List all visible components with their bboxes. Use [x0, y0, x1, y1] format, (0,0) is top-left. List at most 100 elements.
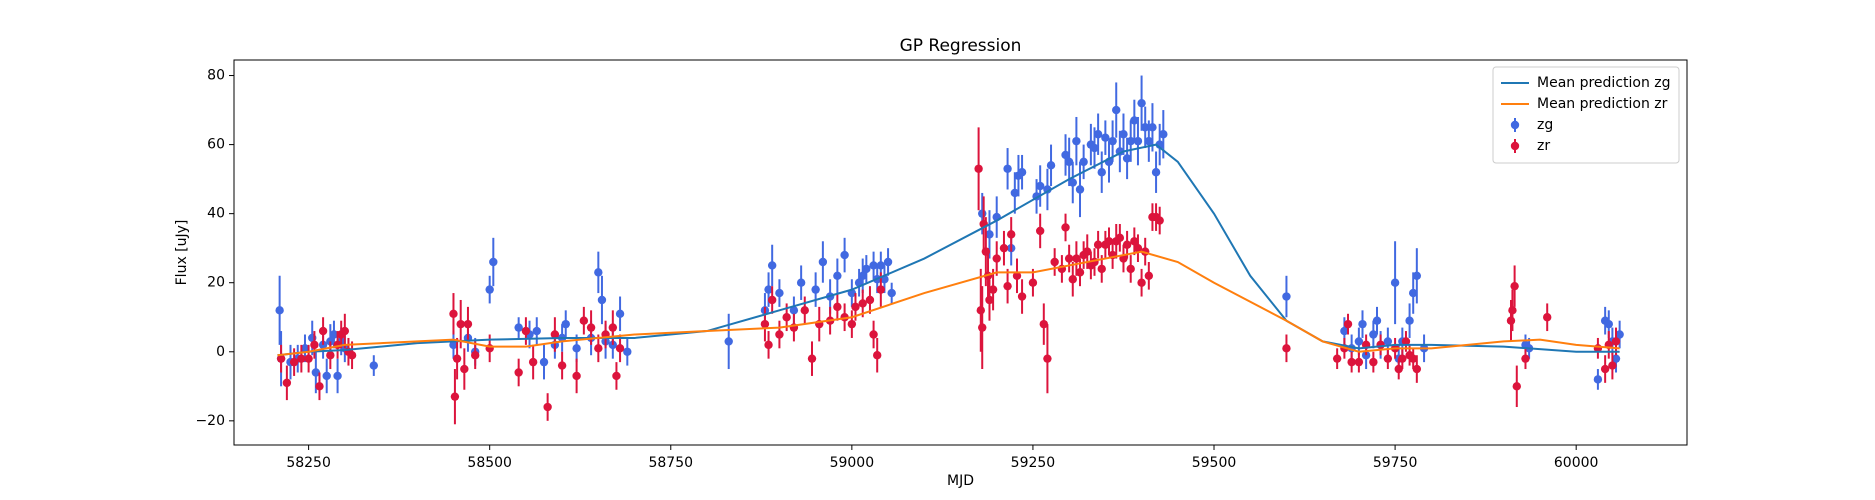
data-point — [978, 323, 987, 332]
data-point — [528, 357, 538, 367]
data-point — [1119, 130, 1128, 139]
x-tick-label: 60000 — [1554, 455, 1599, 471]
data-point — [1510, 281, 1519, 291]
data-point — [782, 313, 791, 322]
data-point — [1332, 354, 1342, 363]
data-point — [450, 392, 460, 401]
data-point — [1600, 364, 1610, 374]
data-point — [992, 254, 1001, 263]
data-point — [764, 340, 773, 350]
data-point — [1282, 292, 1291, 301]
data-point — [985, 295, 994, 305]
data-point — [978, 209, 987, 218]
data-point — [1141, 123, 1150, 132]
data-point — [1101, 133, 1110, 142]
data-point — [615, 344, 625, 353]
data-point — [1133, 136, 1143, 146]
data-point — [514, 368, 523, 377]
data-point — [1126, 264, 1135, 274]
data-point — [999, 243, 1009, 253]
data-point — [489, 257, 498, 267]
legend-label: zr — [1537, 138, 1550, 154]
data-point — [612, 371, 621, 381]
plot-area — [275, 75, 1624, 425]
data-point — [297, 354, 306, 363]
data-point — [876, 285, 886, 294]
data-point — [340, 326, 350, 336]
data-point — [1372, 316, 1382, 325]
data-point — [1122, 240, 1132, 249]
data-point — [1394, 364, 1403, 374]
data-point — [865, 295, 875, 305]
data-point — [1151, 168, 1161, 177]
data-point — [369, 361, 378, 370]
data-point — [811, 285, 820, 294]
data-point — [1508, 306, 1517, 315]
legend-marker — [1510, 141, 1520, 151]
data-point — [869, 330, 878, 339]
data-point — [1072, 136, 1081, 146]
data-point — [767, 295, 777, 305]
data-point — [1043, 185, 1052, 194]
legend-label: Mean prediction zr — [1537, 96, 1668, 112]
data-point — [767, 261, 777, 270]
data-point — [1340, 326, 1349, 336]
data-point — [1050, 257, 1059, 267]
data-point — [1611, 354, 1621, 363]
data-point — [1608, 361, 1617, 370]
data-point — [322, 371, 331, 381]
data-point — [1012, 271, 1022, 281]
data-point — [764, 285, 773, 294]
data-point — [521, 326, 531, 336]
data-point — [1358, 319, 1367, 329]
data-point — [1093, 240, 1103, 249]
data-point — [1615, 330, 1624, 339]
data-point — [1412, 271, 1422, 281]
data-point — [1115, 233, 1125, 243]
data-point — [1593, 375, 1603, 384]
data-point — [1017, 292, 1027, 301]
data-point — [543, 402, 552, 412]
data-point — [760, 319, 770, 329]
data-point — [1401, 337, 1411, 346]
x-tick-label: 58750 — [648, 455, 693, 471]
x-tick-label: 58500 — [467, 455, 512, 471]
data-point — [1046, 161, 1056, 170]
data-point — [1159, 130, 1168, 139]
data-point — [818, 257, 828, 267]
data-point — [1133, 243, 1143, 253]
data-point — [597, 295, 607, 305]
data-point — [1126, 136, 1135, 146]
data-point — [471, 351, 480, 360]
y-tick-label: 0 — [216, 344, 225, 360]
data-point — [304, 354, 313, 363]
data-point — [1112, 105, 1121, 115]
data-point — [289, 357, 299, 367]
data-point — [1079, 157, 1088, 167]
data-point — [1003, 164, 1012, 173]
data-point — [873, 351, 882, 360]
data-point — [1064, 254, 1074, 263]
data-point — [840, 250, 849, 260]
data-point — [1083, 247, 1092, 256]
data-point — [1506, 316, 1516, 325]
data-point — [1130, 237, 1139, 246]
data-point — [851, 302, 860, 312]
data-point — [1108, 136, 1117, 146]
data-point — [572, 371, 581, 381]
data-point — [561, 319, 570, 329]
data-point — [300, 344, 310, 353]
data-point — [326, 337, 335, 346]
chart-title: GP Regression — [900, 36, 1022, 56]
data-point — [608, 323, 618, 332]
data-point — [514, 323, 523, 332]
data-point — [557, 361, 567, 370]
data-point — [1148, 123, 1157, 132]
data-point — [1104, 237, 1114, 246]
data-point — [807, 354, 817, 363]
data-point — [1097, 264, 1106, 274]
data-point — [449, 309, 458, 318]
data-point — [1383, 337, 1393, 346]
y-tick-label: 80 — [207, 68, 225, 84]
